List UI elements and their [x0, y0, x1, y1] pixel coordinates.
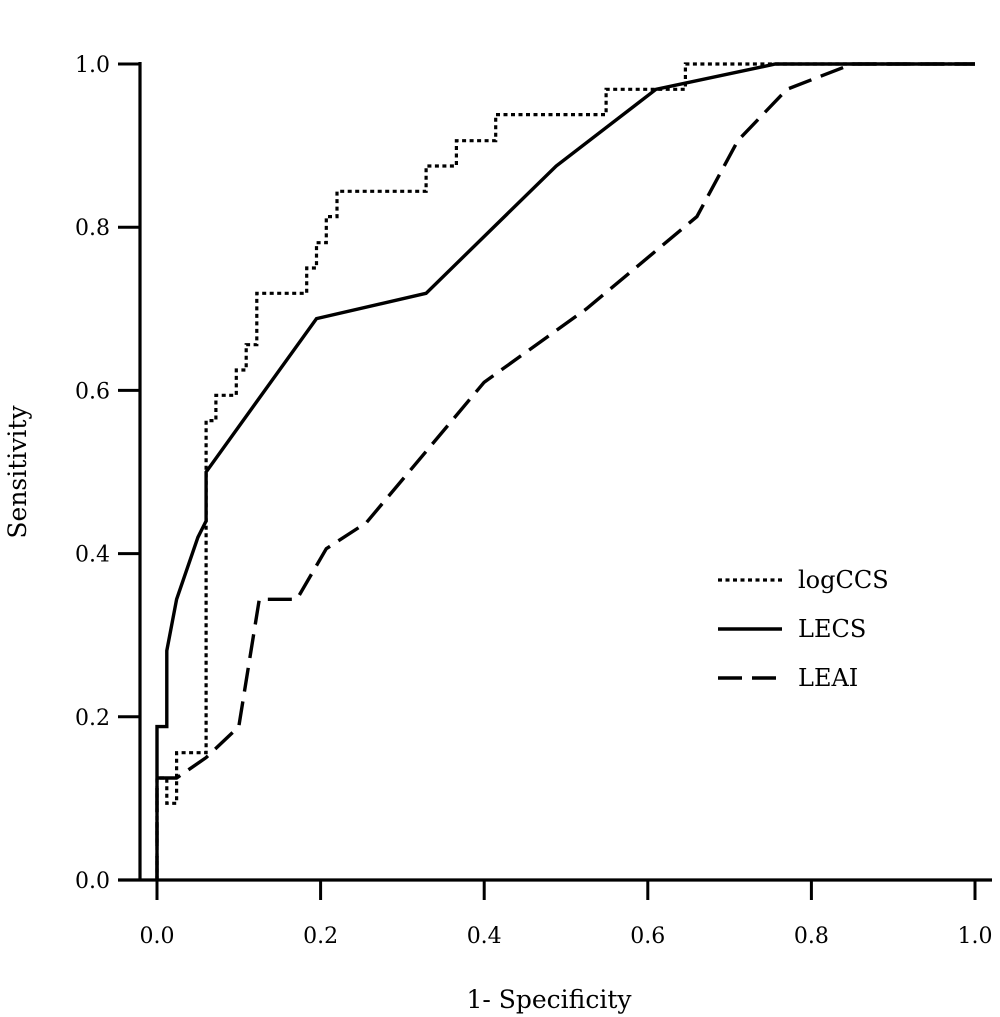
x-tick-label: 1.0	[958, 924, 993, 949]
y-tick-label: 0.8	[75, 216, 110, 241]
y-tick-label: 1.0	[75, 53, 110, 78]
x-tick-label: 0.4	[467, 924, 502, 949]
series-line-logccs	[155, 62, 975, 880]
y-tick-label: 0.0	[75, 869, 110, 894]
y-tick-label: 0.2	[75, 706, 110, 731]
x-tick-label: 0.6	[630, 924, 665, 949]
x-tick-label: 0.8	[794, 924, 829, 949]
axes: 0.0 0.2 0.4 0.6 0.8 1.0 0.0 0.2 0.4 0.6 0.8 1.0	[75, 53, 993, 949]
legend-label-logccs: logCCS	[798, 566, 889, 594]
x-tick-label: 0.2	[303, 924, 338, 949]
x-axis-label: 1- Specificity	[466, 985, 632, 1014]
series-line-lecs	[155, 62, 975, 880]
y-tick-label: 0.6	[75, 379, 110, 404]
series-line-leai	[155, 62, 975, 880]
y-tick-label: 0.4	[75, 543, 110, 568]
x-tick-label: 0.0	[140, 924, 175, 949]
plot-marks	[155, 62, 975, 880]
y-axis-label: Sensitivity	[3, 405, 32, 539]
legend-label-leai: LEAI	[798, 664, 858, 692]
legend-label-lecs: LECS	[798, 615, 866, 643]
legend: logCCS LECS LEAI	[718, 566, 889, 692]
